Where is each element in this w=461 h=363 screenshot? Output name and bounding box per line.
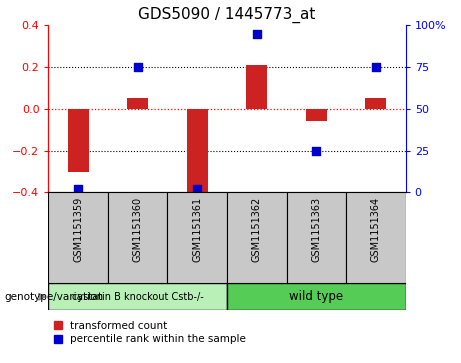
FancyBboxPatch shape [227, 192, 287, 283]
Text: genotype/variation: genotype/variation [5, 292, 104, 302]
Legend: transformed count, percentile rank within the sample: transformed count, percentile rank withi… [53, 321, 246, 344]
Bar [187, 109, 208, 192]
Bar [246, 65, 267, 109]
Point [134, 64, 142, 70]
Text: wild type: wild type [290, 290, 343, 303]
FancyBboxPatch shape [167, 192, 227, 283]
FancyBboxPatch shape [227, 283, 406, 310]
Bar [68, 109, 89, 171]
Bar [306, 109, 327, 121]
Bar [127, 98, 148, 109]
Point [194, 186, 201, 192]
FancyBboxPatch shape [48, 192, 108, 283]
Text: GSM1151363: GSM1151363 [311, 197, 321, 262]
Point [313, 148, 320, 154]
Point [372, 64, 379, 70]
Text: GSM1151362: GSM1151362 [252, 197, 262, 262]
Text: cystatin B knockout Cstb-/-: cystatin B knockout Cstb-/- [72, 292, 204, 302]
Point [75, 186, 82, 192]
Text: GSM1151360: GSM1151360 [133, 197, 143, 262]
FancyBboxPatch shape [287, 192, 346, 283]
Text: GSM1151361: GSM1151361 [192, 197, 202, 262]
FancyBboxPatch shape [108, 192, 167, 283]
Text: GSM1151359: GSM1151359 [73, 197, 83, 262]
Bar [366, 98, 386, 109]
FancyBboxPatch shape [346, 192, 406, 283]
Text: GSM1151364: GSM1151364 [371, 197, 381, 262]
Point [253, 31, 260, 37]
Title: GDS5090 / 1445773_at: GDS5090 / 1445773_at [138, 7, 316, 23]
FancyBboxPatch shape [48, 283, 227, 310]
